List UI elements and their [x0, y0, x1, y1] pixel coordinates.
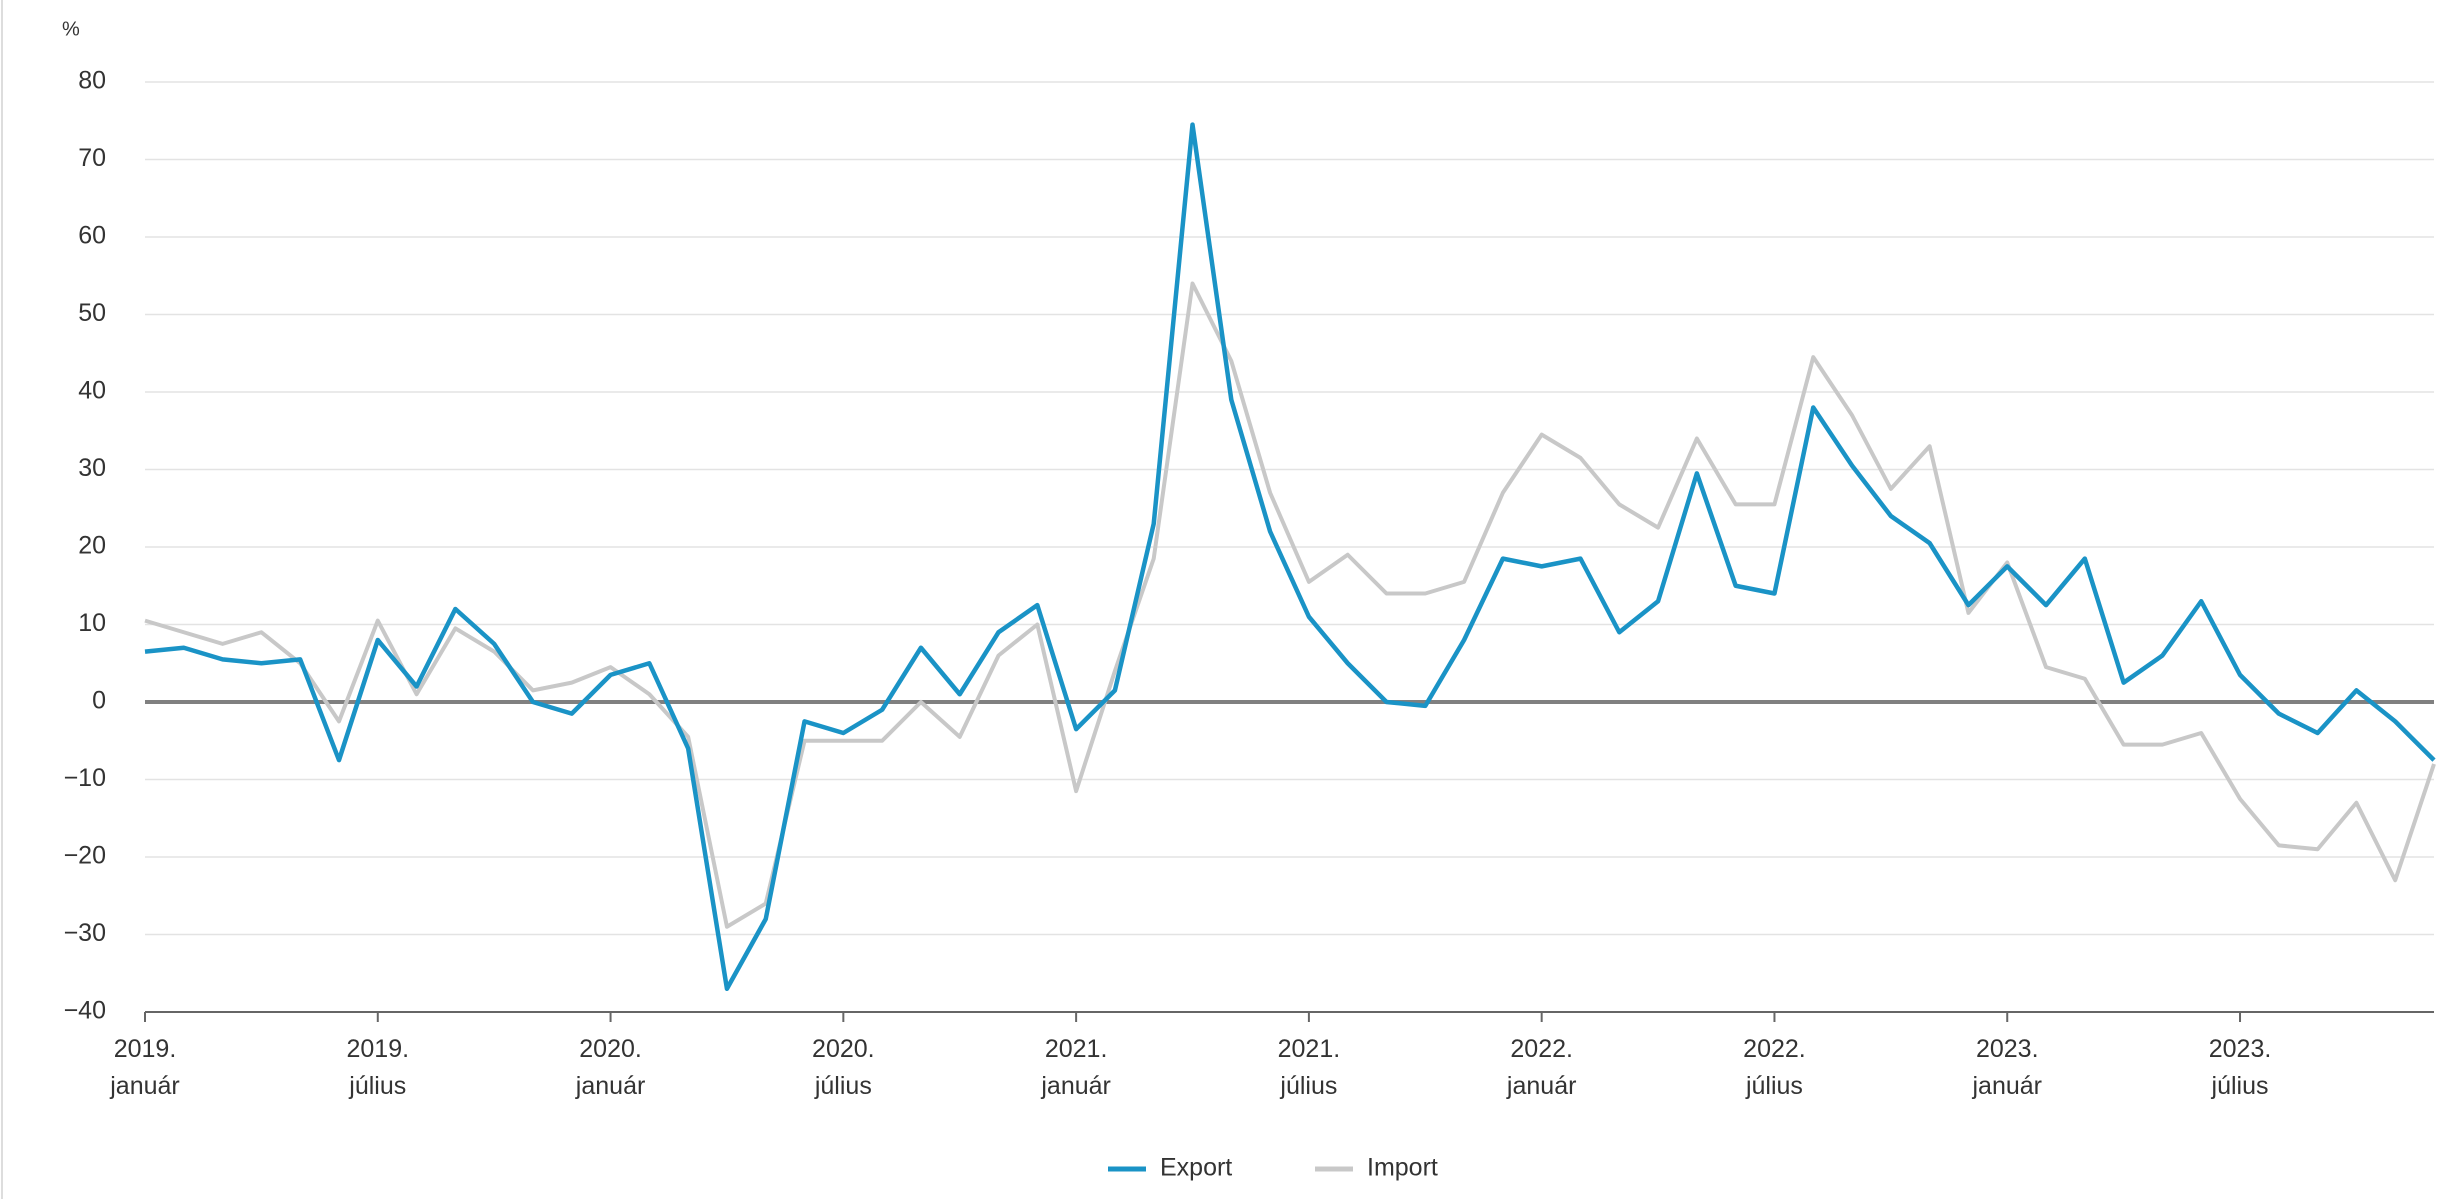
y-tick-label: 40: [78, 377, 106, 405]
legend-label: Import: [1367, 1154, 1438, 1182]
series-line: [144, 122, 2436, 991]
x-tick-label: 2019. január: [109, 1035, 180, 1100]
x-tick-label: 2023. január: [1971, 1035, 2042, 1100]
y-tick-label: 30: [78, 454, 106, 482]
x-tick-label: 2022. július: [1743, 1035, 1806, 1100]
series-line: [144, 281, 2436, 929]
x-tick-label: 2020. január: [575, 1035, 646, 1100]
y-tick-label: 60: [78, 222, 106, 250]
y-tick-label: −40: [64, 997, 106, 1025]
y-tick-label: 10: [78, 609, 106, 637]
y-tick-label: 20: [78, 532, 106, 560]
y-tick-label: 50: [78, 299, 106, 327]
y-tick-label: 0: [92, 687, 106, 715]
legend-label: Export: [1160, 1154, 1232, 1182]
x-tick-label: 2023. július: [2209, 1035, 2272, 1100]
x-tick-label: 2020. július: [812, 1035, 875, 1100]
y-tick-label: −20: [64, 842, 106, 870]
y-tick-label: 80: [78, 67, 106, 95]
x-tick-label: 2022. január: [1506, 1035, 1577, 1100]
y-tick-label: −30: [64, 919, 106, 947]
y-tick-label: 70: [78, 144, 106, 172]
y-axis-label: %: [62, 18, 80, 40]
x-tick-label: 2019. július: [346, 1035, 409, 1100]
y-tick-label: −10: [64, 764, 106, 792]
x-tick-label: 2021. január: [1040, 1035, 1111, 1100]
x-tick-label: 2021. július: [1278, 1035, 1341, 1100]
